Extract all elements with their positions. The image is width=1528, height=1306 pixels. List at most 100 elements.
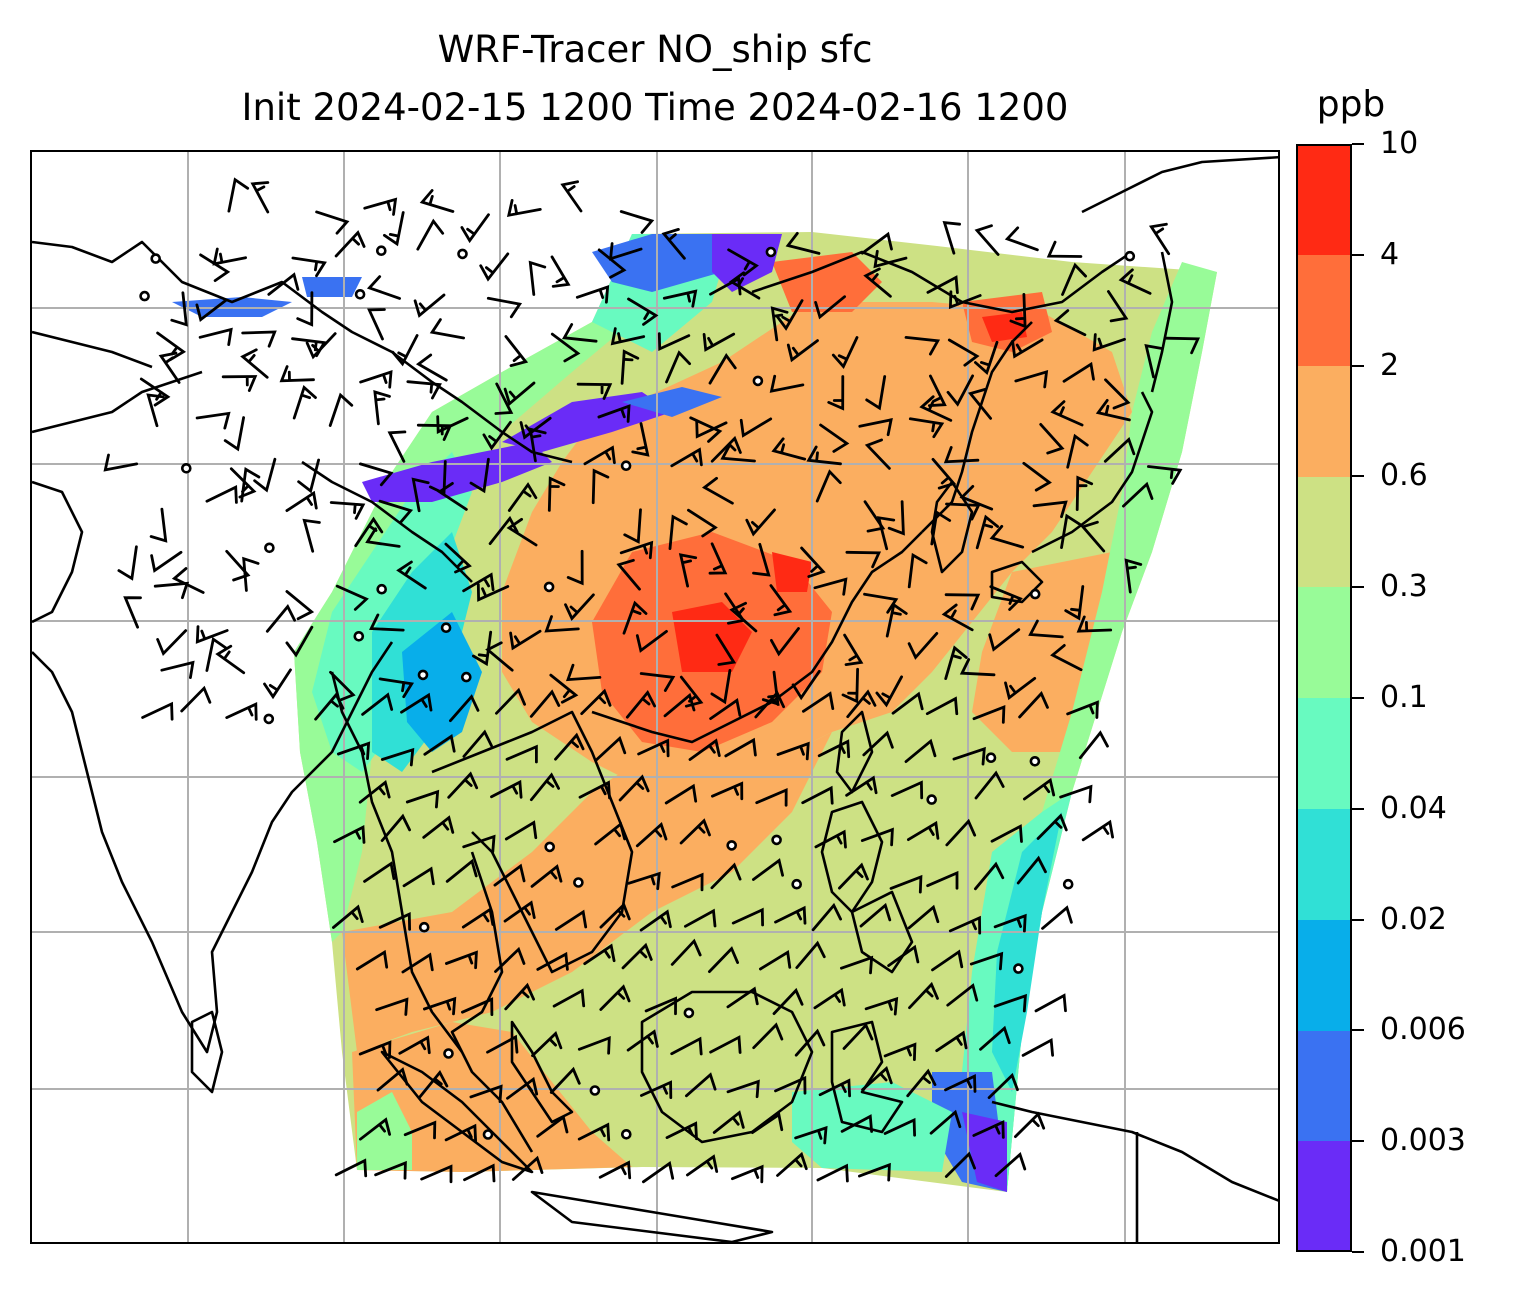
wind-barb bbox=[815, 469, 842, 503]
wind-barb bbox=[315, 210, 350, 235]
wind-barb bbox=[1066, 700, 1099, 719]
wind-barb bbox=[378, 677, 415, 699]
wind-barb bbox=[153, 581, 190, 600]
coast-russia-ne bbox=[1081, 155, 1278, 214]
wind-barb bbox=[972, 1120, 1005, 1139]
map-panel bbox=[30, 150, 1280, 1244]
wind-barb bbox=[444, 1123, 477, 1143]
wind-barb bbox=[380, 813, 411, 842]
wind-barb bbox=[974, 224, 1000, 256]
wind-barb bbox=[363, 861, 396, 883]
calm-wind-marker bbox=[417, 669, 429, 681]
calm-wind-markers bbox=[139, 245, 1136, 1140]
wind-barb bbox=[1014, 1111, 1046, 1138]
wind-barb bbox=[794, 1028, 826, 1057]
wind-barb bbox=[948, 915, 982, 935]
wind-barb bbox=[845, 550, 882, 569]
wind-barb bbox=[947, 338, 980, 367]
colorbar-tick-label: 4 bbox=[1380, 236, 1400, 272]
wind-barb bbox=[1028, 619, 1064, 639]
wind-barb bbox=[908, 981, 939, 1010]
wind-barb bbox=[285, 590, 315, 621]
wind-barb bbox=[752, 858, 784, 881]
wind-barb bbox=[449, 694, 480, 723]
colorbar-tick-label: 0.001 bbox=[1380, 1234, 1466, 1269]
wind-barb bbox=[583, 943, 616, 966]
wind-barb bbox=[445, 950, 478, 970]
wind-barb bbox=[665, 350, 691, 384]
wind-barb bbox=[769, 584, 793, 617]
wind-barb bbox=[619, 210, 655, 234]
calm-wind-marker bbox=[765, 246, 777, 258]
plot-title-line-1: WRF-Tracer NO_ship sfc bbox=[437, 28, 873, 71]
wind-barb bbox=[988, 628, 1021, 652]
calm-wind-marker bbox=[443, 1048, 454, 1059]
wind-barb bbox=[800, 546, 826, 578]
wind-barb bbox=[335, 584, 369, 611]
colorbar-tick bbox=[1352, 253, 1364, 256]
wind-barb bbox=[479, 252, 510, 282]
wind-barb bbox=[1009, 293, 1027, 329]
wind-barb bbox=[566, 549, 584, 586]
wind-barb bbox=[908, 417, 945, 439]
wind-barb bbox=[419, 189, 455, 213]
colorbar-tick bbox=[1352, 807, 1364, 810]
wind-barb bbox=[549, 1066, 581, 1094]
wind-barb bbox=[944, 1074, 977, 1093]
field-orange-sw bbox=[352, 1022, 632, 1172]
wind-barb bbox=[664, 783, 698, 805]
wind-barb bbox=[297, 458, 320, 494]
wind-barb bbox=[863, 500, 886, 533]
wind-barb bbox=[577, 1035, 611, 1055]
wind-barb bbox=[240, 467, 261, 503]
wind-barb bbox=[547, 476, 566, 512]
field-violet-tibet-5 bbox=[622, 387, 722, 417]
wind-barb bbox=[967, 388, 992, 420]
field-violet-north bbox=[712, 234, 782, 292]
wind-barb bbox=[1081, 819, 1114, 842]
wind-barb bbox=[422, 815, 455, 839]
wind-barb bbox=[205, 636, 228, 672]
field-blue-west bbox=[402, 612, 482, 752]
map-canvas bbox=[32, 152, 1278, 1242]
calm-wind-marker bbox=[620, 1128, 632, 1140]
wind-barb bbox=[814, 829, 847, 849]
wind-barb bbox=[811, 902, 842, 932]
wind-barb bbox=[215, 644, 246, 675]
wind-barb bbox=[731, 907, 764, 927]
border-tibet bbox=[32, 240, 573, 464]
wind-barb bbox=[378, 912, 411, 931]
wind-barb bbox=[686, 1154, 719, 1177]
wind-barb bbox=[1122, 481, 1154, 508]
wind-barb bbox=[462, 834, 496, 854]
wind-barb bbox=[1060, 513, 1081, 549]
wind-barb bbox=[1164, 336, 1201, 355]
wind-barb bbox=[859, 902, 892, 928]
wind-barb bbox=[639, 672, 676, 692]
wind-barb bbox=[461, 907, 495, 929]
wind-barb bbox=[885, 602, 908, 638]
wind-barb bbox=[710, 862, 742, 890]
wind-barb bbox=[709, 698, 742, 720]
wind-barb bbox=[482, 420, 512, 451]
wind-barb bbox=[199, 253, 231, 282]
wind-barb bbox=[528, 260, 547, 296]
wind-barb bbox=[565, 663, 602, 682]
wind-barb bbox=[751, 1112, 784, 1134]
wind-barb bbox=[358, 1040, 392, 1059]
wind-barb bbox=[795, 940, 826, 969]
wind-barb bbox=[635, 630, 668, 653]
wind-barb bbox=[715, 633, 737, 666]
wind-barb bbox=[416, 218, 445, 251]
wind-barb bbox=[406, 380, 442, 400]
wind-barb bbox=[814, 295, 846, 320]
wind-barb bbox=[875, 675, 903, 708]
wind-barb bbox=[429, 318, 465, 340]
wind-barb bbox=[724, 737, 757, 758]
wind-barb bbox=[223, 416, 245, 452]
wind-barb bbox=[400, 692, 433, 714]
wind-barb bbox=[598, 1160, 632, 1180]
calm-wind-marker bbox=[573, 877, 584, 888]
wind-barb bbox=[631, 422, 650, 457]
wind-barb bbox=[329, 501, 366, 520]
